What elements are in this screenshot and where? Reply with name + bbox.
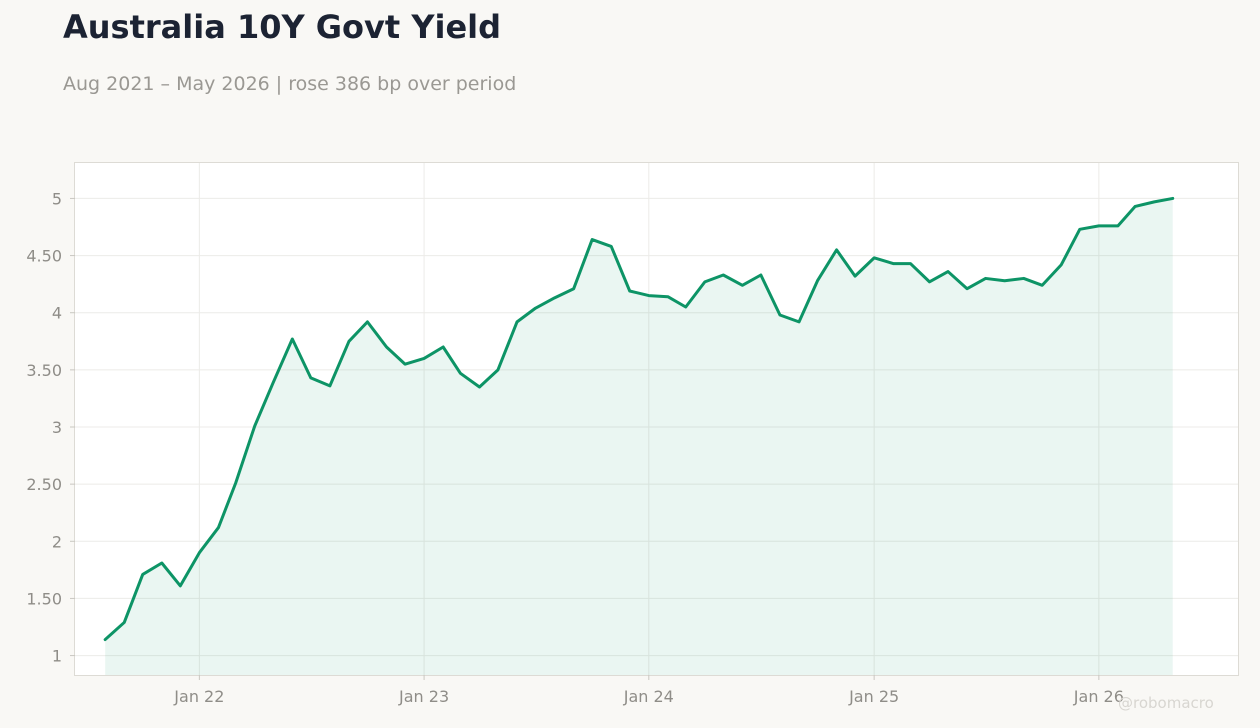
y-tick-label: 1 bbox=[52, 647, 62, 666]
watermark: @robomacro bbox=[1118, 694, 1214, 712]
y-tick-label: 4.50 bbox=[26, 247, 62, 266]
plot-area bbox=[74, 162, 1239, 676]
x-tick-label: Jan 23 bbox=[398, 687, 449, 706]
chart-title: Australia 10Y Govt Yield bbox=[63, 8, 502, 46]
y-tick-label: 4 bbox=[52, 304, 62, 323]
x-tick-label: Jan 26 bbox=[1073, 687, 1124, 706]
series-layer bbox=[103, 196, 1175, 675]
x-tick-label: Jan 24 bbox=[623, 687, 674, 706]
y-tick-label: 2.50 bbox=[26, 475, 62, 494]
y-tick-label: 2 bbox=[52, 532, 62, 551]
x-tick-label: Jan 25 bbox=[848, 687, 899, 706]
chart-subtitle: Aug 2021 – May 2026 | rose 386 bp over p… bbox=[63, 73, 517, 95]
series-area-fill bbox=[105, 198, 1173, 675]
x-tick-label: Jan 22 bbox=[173, 687, 224, 706]
axis-ticks: 1 1.50 2 2.50 3 3.50 4 4.50 5 Jan 22 Jan 23 Jan 24 J… bbox=[26, 189, 1124, 706]
y-tick-label: 3 bbox=[52, 418, 62, 437]
series-line bbox=[103, 196, 1175, 642]
y-tick-label: 5 bbox=[52, 189, 62, 208]
y-tick-label: 3.50 bbox=[26, 361, 62, 380]
y-tick-label: 1.50 bbox=[26, 589, 62, 608]
gridlines bbox=[75, 163, 1238, 675]
